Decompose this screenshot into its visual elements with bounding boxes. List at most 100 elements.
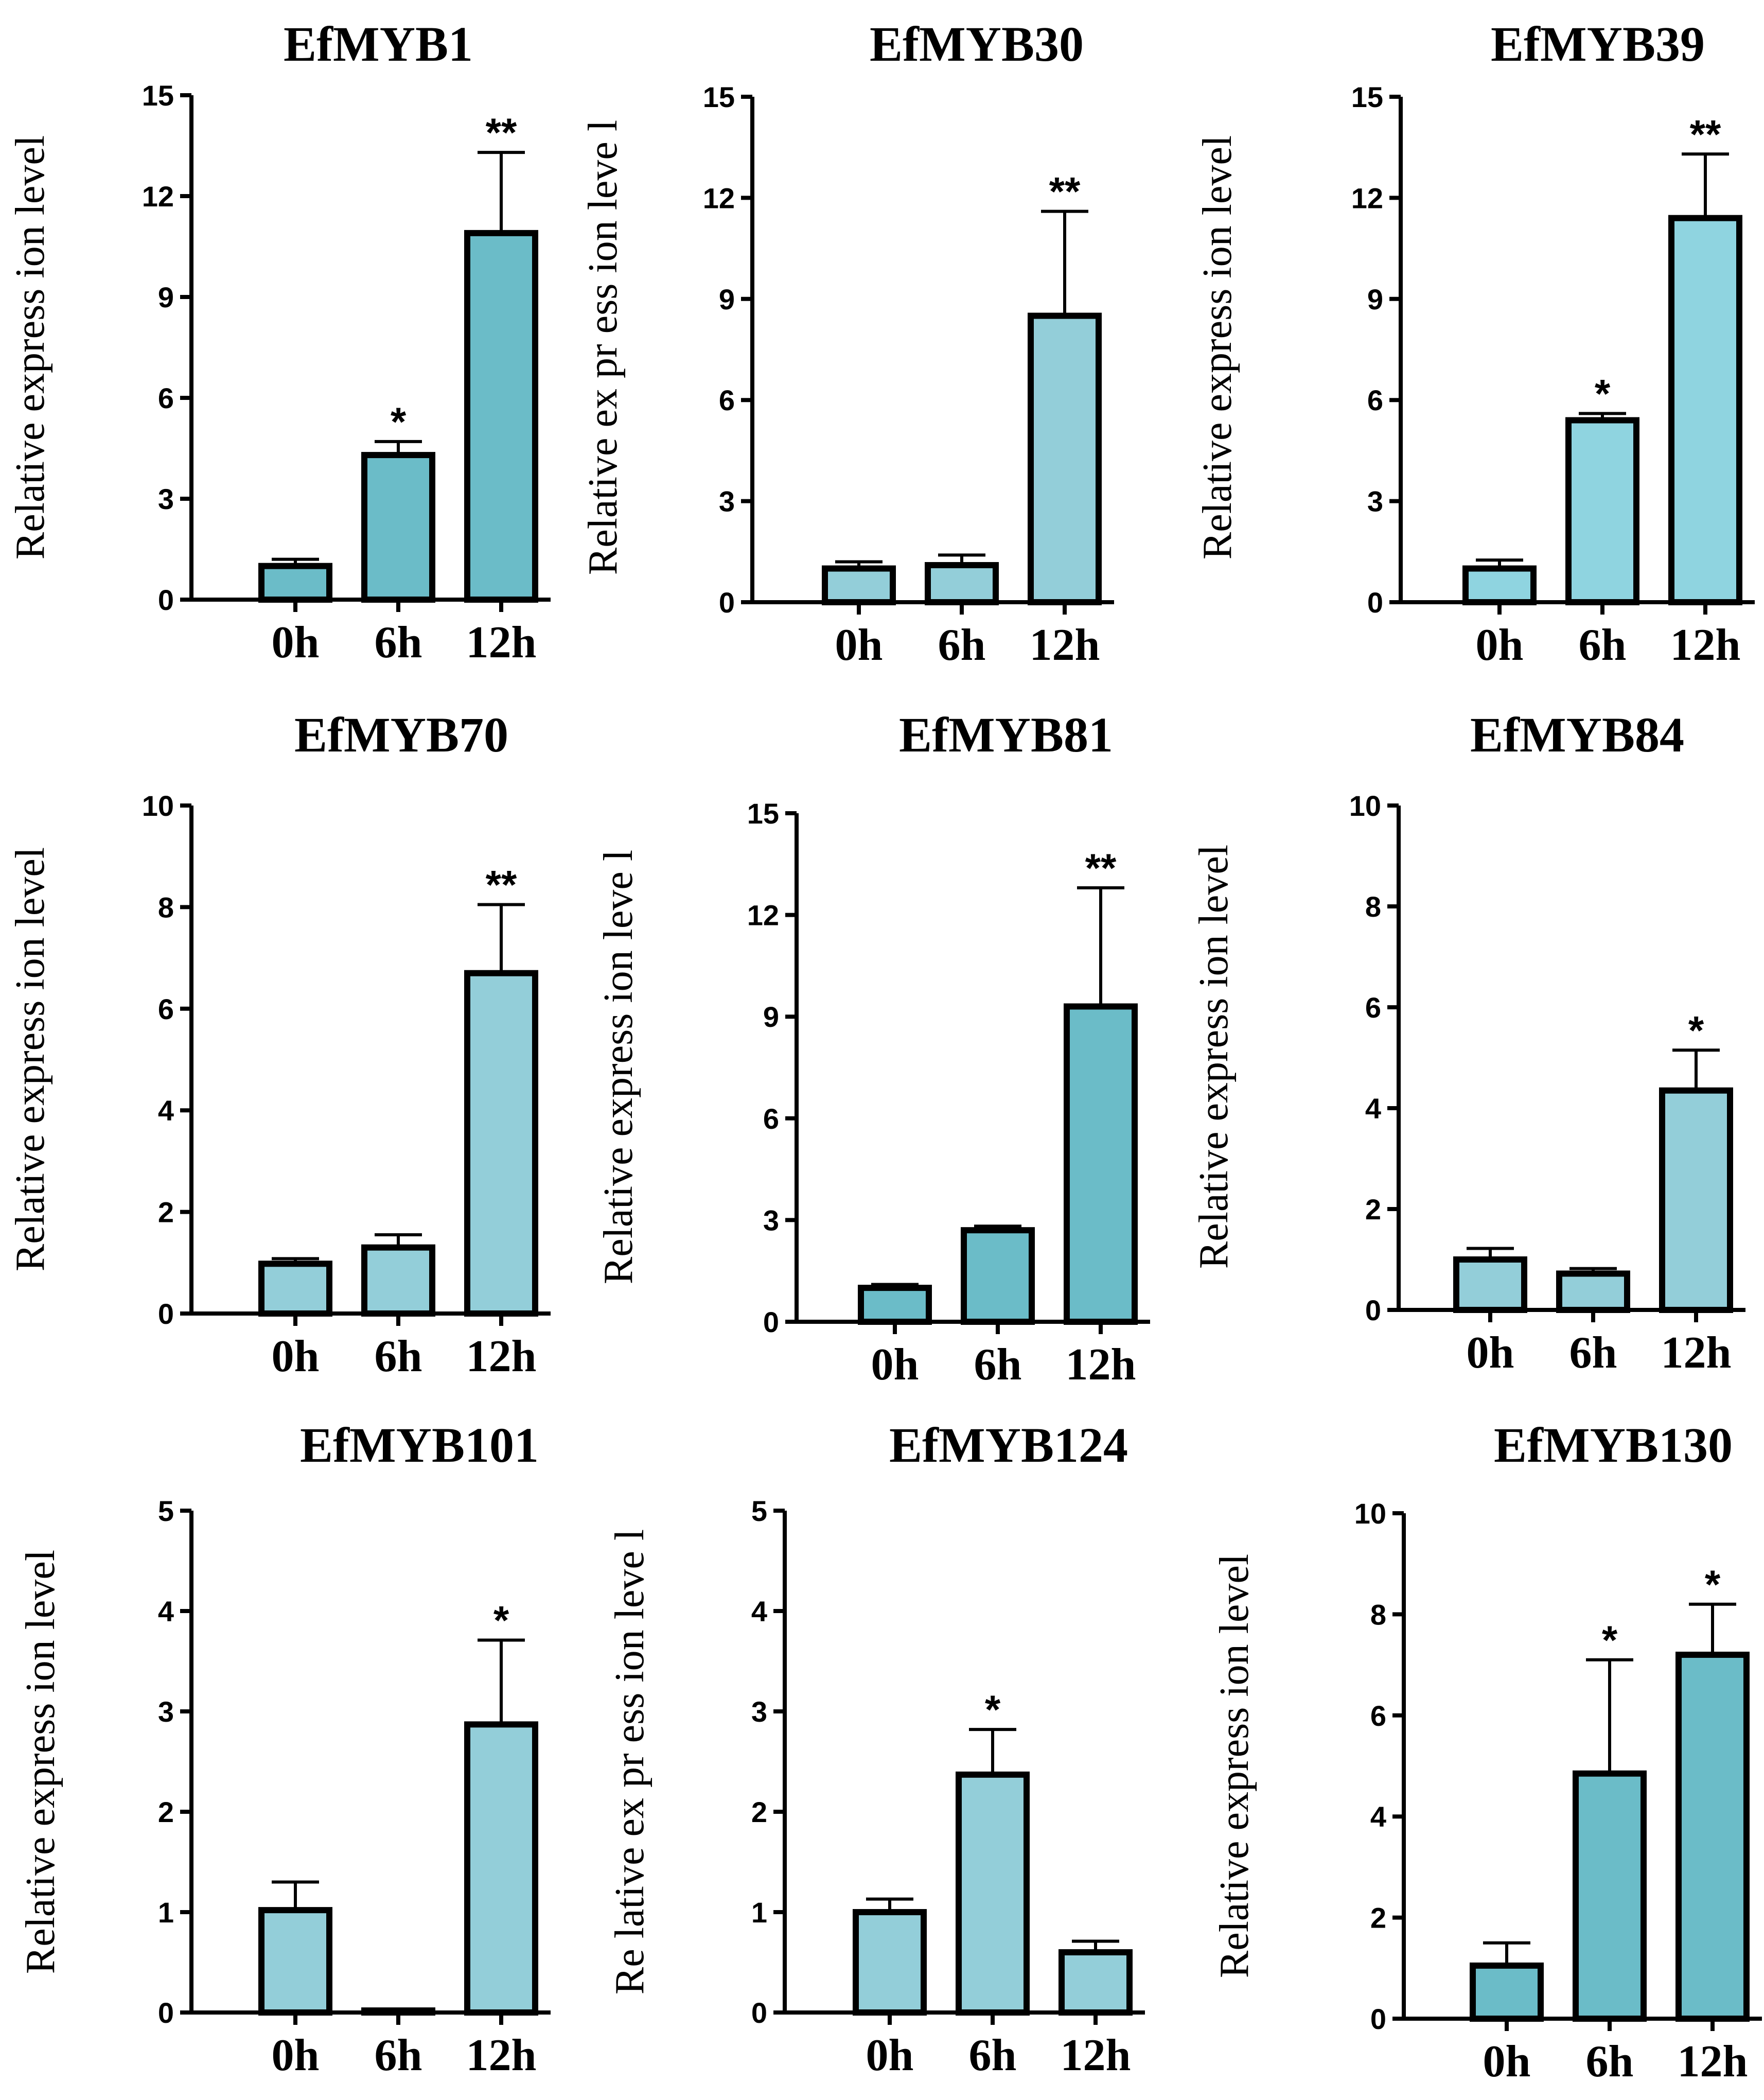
y-tick-label: 3 <box>719 485 735 518</box>
x-tick-label: 12h <box>466 1332 537 1381</box>
x-tick-label: 0h <box>272 2031 320 2080</box>
y-axis-label: Relative express ion level <box>1212 1554 1257 1978</box>
chart-title: EfMYB70 <box>294 707 508 762</box>
chart-panel-2: EfMYB30 Relative ex pr ess ion leve l 0 3 6 9… <box>580 16 1114 670</box>
y-tick-label: 0 <box>158 1298 174 1330</box>
y-tick-label: 0 <box>1365 1294 1381 1326</box>
y-tick-label: 6 <box>158 993 174 1025</box>
x-tick-label: 6h <box>969 2031 1017 2080</box>
y-axis-label: Relative express ion level <box>8 135 53 559</box>
y-axis-label: Relative express ion level <box>18 1550 63 1974</box>
chart-panel-8: EfMYB124 Re lative ex pr ess ion leve l 0 1… <box>607 1417 1145 2080</box>
y-tick-label: 6 <box>158 382 174 414</box>
chart-panel-3: EfMYB39 Relative express ion level 0 3 6 9 12 1… <box>1195 16 1755 670</box>
y-tick-label: 0 <box>751 1997 767 2029</box>
y-axis-label: Relative ex pr ess ion leve l <box>580 120 626 575</box>
bar-6h <box>1556 1270 1630 1313</box>
bar-12h <box>464 1721 538 2016</box>
x-tick-label: 6h <box>1579 620 1627 670</box>
significance-marker: ** <box>1049 169 1081 214</box>
x-tick-label: 12h <box>1030 620 1100 670</box>
y-tick-label: 6 <box>1365 991 1381 1024</box>
chart-panel-9: EfMYB130 Relative express ion level 0 2 4 6 8 1… <box>1212 1417 1762 2087</box>
y-tick-label: 15 <box>1351 81 1383 113</box>
chart-title: EfMYB30 <box>870 16 1084 72</box>
y-tick-label: 8 <box>1370 1598 1386 1631</box>
y-tick-label: 6 <box>763 1102 779 1135</box>
y-tick-label: 10 <box>142 790 174 822</box>
bar-0h <box>258 1261 332 1317</box>
y-axis-label: Re lative ex pr ess ion leve l <box>607 1529 652 1994</box>
x-tick-label: 0h <box>835 620 883 670</box>
y-tick-label: 1 <box>158 1896 174 1929</box>
bar-6h <box>925 562 999 606</box>
y-tick-label: 8 <box>1365 890 1381 923</box>
significance-marker: * <box>391 399 407 444</box>
y-tick-label: 6 <box>1367 384 1383 416</box>
y-tick-label: 4 <box>158 1094 174 1127</box>
chart-title: EfMYB130 <box>1494 1417 1733 1473</box>
bar-0h <box>853 1909 927 2016</box>
x-tick-label: 6h <box>375 1332 422 1381</box>
y-tick-label: 5 <box>158 1495 174 1527</box>
x-tick-label: 6h <box>938 620 986 670</box>
x-tick-label: 6h <box>375 2031 422 2080</box>
x-tick-label: 12h <box>466 2031 537 2080</box>
y-tick-label: 1 <box>751 1896 767 1929</box>
chart-panel-1: EfMYB1 Relative express ion level 0 3 6 9 12 15… <box>8 16 551 668</box>
bar-12h <box>1675 1651 1750 2022</box>
y-tick-label: 12 <box>747 899 779 932</box>
significance-marker: * <box>1595 371 1611 416</box>
x-tick-label: 12h <box>1066 1340 1136 1390</box>
bar-0h <box>1470 1962 1544 2022</box>
significance-marker: * <box>1688 1007 1704 1053</box>
significance-marker: * <box>1705 1562 1721 1607</box>
chart-panel-6: EfMYB84 Relative express ion level 0 2 4 6 8 10… <box>1191 707 1745 1378</box>
chart-panel-5: EfMYB81 Relative express ion leve l 0 3 6 9 12… <box>596 707 1150 1390</box>
chart-title: EfMYB39 <box>1491 16 1705 72</box>
significance-marker: * <box>985 1687 1001 1732</box>
bar-6h <box>361 1244 435 1317</box>
x-tick-label: 0h <box>1467 1328 1514 1378</box>
y-tick-label: 4 <box>1370 1800 1386 1833</box>
x-tick-label: 6h <box>1569 1328 1617 1378</box>
significance-marker: * <box>1602 1617 1618 1662</box>
y-tick-label: 12 <box>703 182 735 214</box>
y-axis-label: Relative express ion level <box>1191 845 1237 1269</box>
y-tick-label: 4 <box>158 1595 174 1627</box>
y-tick-label: 10 <box>1354 1497 1386 1530</box>
chart-title: EfMYB124 <box>889 1417 1128 1473</box>
y-tick-label: 9 <box>1367 283 1383 316</box>
bar-12h <box>1659 1087 1733 1313</box>
y-tick-label: 3 <box>158 1695 174 1728</box>
bar-6h <box>1573 1770 1647 2022</box>
bar-6h <box>961 1227 1035 1325</box>
bar-6h <box>361 452 435 603</box>
y-tick-label: 4 <box>751 1595 767 1627</box>
y-tick-label: 15 <box>703 81 735 113</box>
bar-12h <box>1668 215 1742 605</box>
y-tick-label: 5 <box>751 1495 767 1527</box>
bar-12h <box>464 970 538 1317</box>
y-tick-label: 9 <box>719 283 735 316</box>
x-tick-label: 0h <box>272 1332 320 1381</box>
x-tick-label: 12h <box>1678 2037 1748 2087</box>
bar-0h <box>858 1285 932 1325</box>
y-tick-label: 12 <box>142 180 174 213</box>
bar-12h <box>1059 1949 1133 2016</box>
y-tick-label: 6 <box>1370 1700 1386 1732</box>
x-tick-label: 0h <box>871 1340 919 1390</box>
y-tick-label: 2 <box>1370 1902 1386 1934</box>
chart-panel-7: EfMYB101 Relative express ion level 0 1 2 3 4 5… <box>18 1417 551 2080</box>
significance-marker: ** <box>1085 845 1117 890</box>
y-tick-label: 0 <box>158 1997 174 2029</box>
chart-title: EfMYB101 <box>300 1417 539 1473</box>
x-tick-label: 6h <box>974 1340 1022 1390</box>
x-tick-label: 0h <box>1483 2037 1531 2087</box>
significance-marker: ** <box>486 110 517 155</box>
y-tick-label: 9 <box>158 281 174 313</box>
chart-panel-4: EfMYB70 Relative express ion level 0 2 4 6 8 10… <box>8 707 551 1381</box>
x-tick-label: 12h <box>1661 1328 1732 1378</box>
y-tick-label: 3 <box>763 1204 779 1236</box>
y-tick-label: 0 <box>1370 2003 1386 2035</box>
